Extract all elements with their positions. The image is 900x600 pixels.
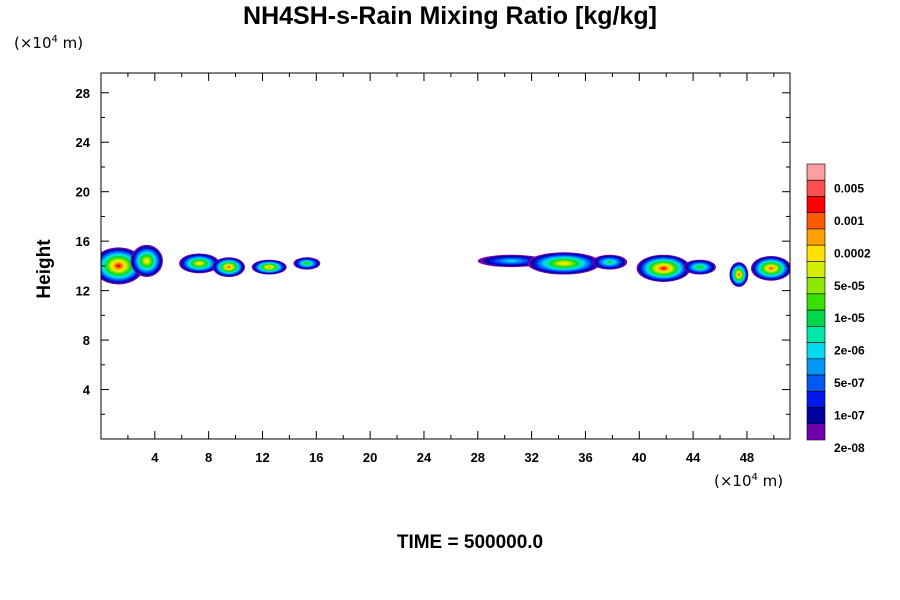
- colorbar-swatch: [806, 179, 826, 197]
- colorbar-label: 5e-05: [834, 279, 865, 293]
- y-axis-unit: (×104 m): [14, 34, 83, 52]
- cloud-level: [607, 261, 612, 264]
- colorbar-swatch: [806, 261, 826, 278]
- colorbar-label: 0.001: [834, 214, 864, 228]
- cloud-level: [145, 259, 149, 263]
- y-tick-label: 12: [76, 284, 90, 299]
- colorbar-swatch: [806, 212, 826, 230]
- cloud-cell: [179, 253, 220, 274]
- x-unit-base: (×10: [714, 472, 752, 490]
- colorbar-swatch: [806, 293, 826, 311]
- colorbar: 0.005 0.001 0.0002 5e-05 1e-05 2e-06 5e-07 1e-0…: [806, 163, 871, 455]
- colorbar-label: 0.0002: [834, 246, 871, 260]
- y-tick-label: 4: [83, 383, 91, 398]
- cloud-level: [769, 267, 773, 270]
- cloud-level: [698, 266, 702, 269]
- colorbar-swatch: [806, 196, 826, 214]
- x-unit-exp: 4: [751, 472, 758, 483]
- y-unit-base: (×10: [14, 34, 52, 52]
- colorbar-swatch: [806, 423, 826, 441]
- x-tick-label: 48: [740, 450, 754, 465]
- cloud-cell: [592, 254, 628, 270]
- x-tick-label: 32: [524, 450, 538, 465]
- colorbar-label: 2e-06: [834, 344, 865, 358]
- cloud-level: [737, 273, 740, 276]
- colorbar-label: 5e-07: [834, 376, 865, 390]
- colorbar-swatch: [806, 390, 826, 408]
- x-unit-rest: m): [757, 472, 784, 490]
- x-tick-label: 36: [578, 450, 592, 465]
- colorbar-swatch: [806, 244, 826, 262]
- x-tick-label: 24: [417, 450, 432, 465]
- y-unit-exp: 4: [51, 34, 58, 45]
- x-tick-label: 8: [205, 450, 212, 465]
- y-tick-label: 20: [76, 185, 90, 200]
- colorbar-swatch: [806, 374, 826, 392]
- plot-frame: [100, 72, 791, 440]
- x-axis-unit: (×104 m): [714, 472, 783, 490]
- cloud-level: [560, 262, 567, 265]
- cloud-cell: [212, 257, 245, 278]
- y-tick-label: 16: [76, 234, 90, 249]
- cloud-cell: [130, 244, 163, 278]
- colorbar-swatch: [806, 407, 826, 425]
- cloud-field: [101, 244, 790, 287]
- chart-title: NH4SH-s-Rain Mixing Ratio [kg/kg]: [243, 2, 657, 30]
- cloud-level: [661, 267, 666, 270]
- x-tick-label: 16: [309, 450, 323, 465]
- colorbar-swatch: [806, 228, 826, 246]
- colorbar-label: 0.005: [834, 181, 864, 195]
- cloud-cell: [636, 254, 691, 282]
- x-tick-label: 44: [686, 450, 701, 465]
- cloud-cell: [750, 256, 790, 281]
- x-tick-label: 20: [363, 450, 377, 465]
- colorbar-swatch: [806, 309, 826, 327]
- colorbar-swatch: [806, 277, 826, 295]
- x-tick-label: 12: [255, 450, 269, 465]
- cloud-cell: [729, 262, 749, 287]
- cloud-level: [267, 266, 271, 269]
- cloud-level: [305, 262, 309, 265]
- cloud-level: [227, 266, 230, 269]
- cloud-cell: [527, 252, 601, 275]
- cloud-level: [197, 262, 201, 265]
- colorbar-label: 1e-07: [834, 409, 865, 423]
- colorbar-swatch: [806, 342, 826, 360]
- cloud-cell: [251, 259, 287, 275]
- colorbar-swatch: [806, 358, 826, 376]
- x-tick-label: 28: [471, 450, 485, 465]
- x-tick-label: 4: [151, 450, 159, 465]
- colorbar-swatch: [806, 163, 826, 181]
- y-tick-label: 24: [76, 135, 91, 150]
- colorbar-label: 2e-08: [834, 441, 865, 455]
- cloud-level: [505, 259, 518, 262]
- x-tick-label: 40: [632, 450, 646, 465]
- cloud-level: [116, 264, 121, 268]
- colorbar-label: 1e-05: [834, 311, 865, 325]
- cloud-cell: [683, 259, 716, 275]
- cloud-cell: [293, 257, 321, 270]
- y-tick-label: 28: [76, 86, 90, 101]
- time-label: TIME = 500000.0: [396, 532, 544, 553]
- y-tick-label: 8: [83, 333, 90, 348]
- colorbar-swatch: [806, 326, 826, 343]
- y-unit-rest: m): [57, 34, 84, 52]
